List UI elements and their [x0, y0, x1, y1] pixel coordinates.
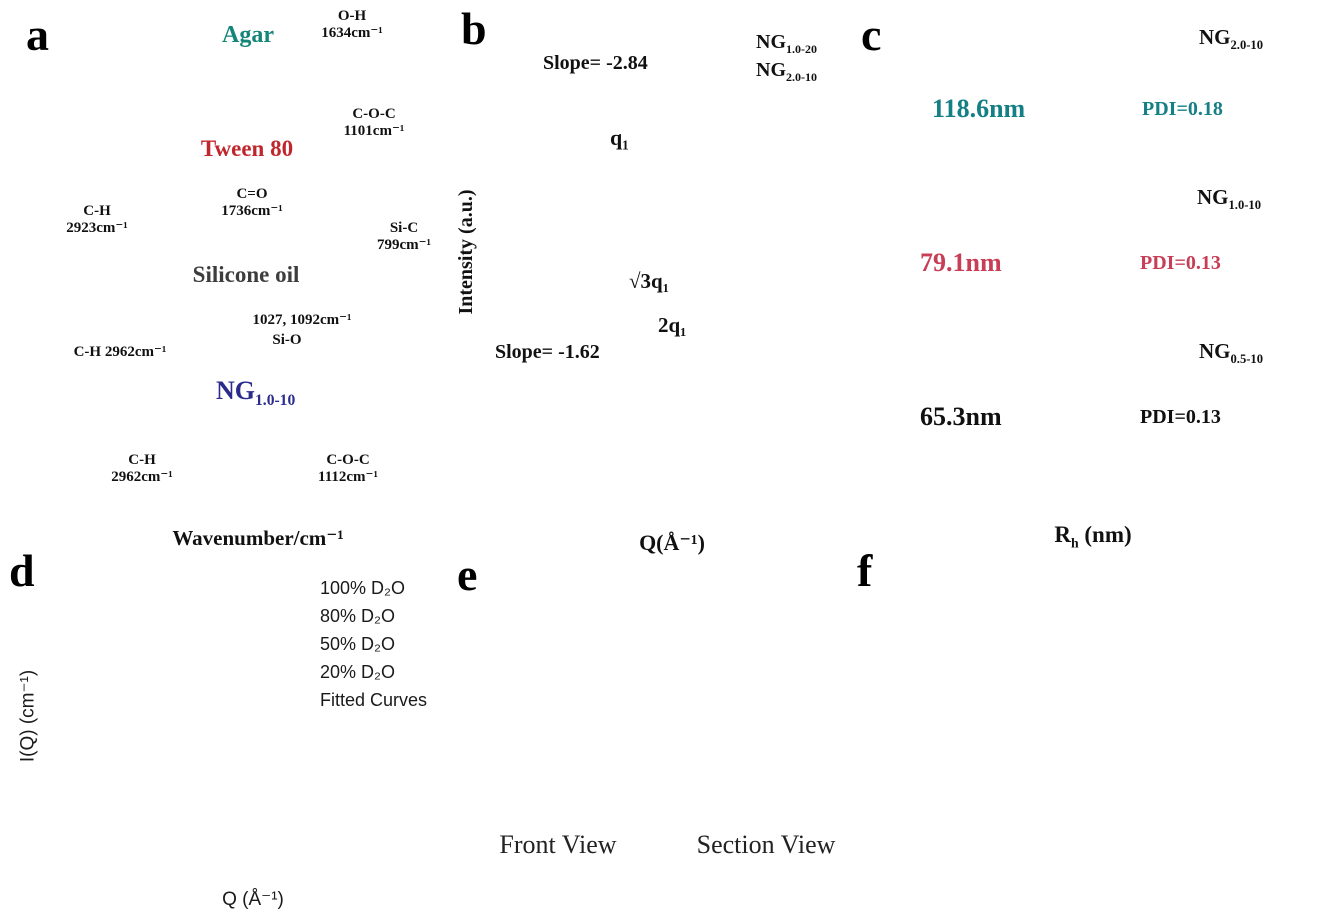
ng-prefix: NG	[1199, 339, 1231, 363]
rh-subscript: h	[1070, 535, 1079, 551]
size-label-118-6nm: 118.6nm	[932, 94, 1026, 123]
annotation-ch-2923: C-H 2923cm⁻¹	[66, 203, 128, 236]
axis-label-intensity: Intensity (a.u.)	[454, 189, 477, 315]
legend-label-ng-0-5-10-c: NG0.5-10	[1199, 339, 1264, 367]
peak-label-2q1: 2q₁	[658, 313, 687, 337]
axis-label-q-d: Q (Å⁻¹)	[222, 889, 284, 910]
annotation-sic-799: Si-C 799cm⁻¹	[376, 220, 432, 253]
ng-subscript: 0.5-10	[1230, 352, 1264, 367]
legend-label-20-d2o: 20% D₂O	[320, 662, 396, 682]
pdi-label-013-bottom: PDI=0.13	[1140, 406, 1221, 428]
annotation-ch-2962-silicone: C-H 2962cm⁻¹	[73, 344, 167, 360]
axis-label-q-b: Q(Å⁻¹)	[639, 530, 705, 555]
peak-label-q1: q₁	[610, 125, 629, 150]
rh-main: R	[1054, 522, 1071, 547]
legend-label-100-d2o: 100% D₂O	[320, 578, 406, 598]
axis-label-wavenumber: Wavenumber/cm⁻¹	[172, 526, 344, 550]
panel-letter-f: f	[857, 545, 873, 596]
curve-label-tween80: Tween 80	[200, 136, 294, 161]
legend-label-50-d2o: 50% D₂O	[320, 634, 396, 654]
ng-prefix: NG	[216, 376, 255, 405]
legend-label-ng-1-0-10-c: NG1.0-10	[1197, 185, 1262, 213]
slope-label-162: Slope= -1.62	[495, 341, 600, 363]
panel-letter-a: a	[26, 9, 49, 60]
annotation-oh-1634: O-H 1634cm⁻¹	[321, 8, 383, 41]
annotation-co-1736: C=O 1736cm⁻¹	[221, 186, 283, 219]
size-label-65-3nm: 65.3nm	[920, 402, 1002, 431]
legend-label-80-d2o: 80% D₂O	[320, 606, 396, 626]
legend-label-ng-2-0-10: NG2.0-10	[756, 59, 817, 84]
axis-label-iq: I(Q) (cm⁻¹)	[17, 669, 39, 763]
legend-label-ng-2-0-10-c: NG2.0-10	[1199, 25, 1264, 53]
rh-unit: (nm)	[1078, 522, 1132, 547]
slope-label-284: Slope= -2.84	[543, 52, 648, 74]
panel-letter-e: e	[457, 549, 478, 600]
pdi-label-018: PDI=0.18	[1142, 98, 1223, 120]
legend-label-ng-1-0-20: NG1.0-20	[756, 31, 817, 56]
inset-scalebar-label: 300nm	[978, 661, 1022, 677]
annotation-coc-1112: C-O-C 1112cm⁻¹	[318, 452, 378, 485]
panel-letter-b: b	[461, 3, 487, 54]
panel-letter-d: d	[9, 545, 35, 596]
size-label-79-1nm: 79.1nm	[920, 248, 1002, 277]
ng-subscript: 1.0-10	[1228, 198, 1262, 213]
ng-subscript: 1.0-10	[255, 392, 296, 410]
annotation-1027-1092: 1027, 1092cm⁻¹	[252, 312, 352, 328]
ng-prefix: NG	[756, 31, 786, 53]
pdi-label-013-mid: PDI=0.13	[1140, 252, 1221, 274]
annotation-sio: Si-O	[272, 332, 302, 348]
ng-subscript: 1.0-20	[786, 42, 817, 56]
peak-label-sqrt3q1: √3q₁	[629, 269, 670, 293]
ng-subscript: 2.0-10	[786, 70, 817, 84]
ng-prefix: NG	[1199, 25, 1231, 49]
ng-prefix: NG	[1197, 185, 1229, 209]
axis-label-rh: Rh (nm)	[1054, 522, 1131, 551]
curve-label-silicone-oil: Silicone oil	[192, 262, 300, 287]
curve-label-agar: Agar	[222, 22, 274, 48]
main-scalebar-label: 500nm	[926, 795, 987, 819]
front-view-label: Front View	[499, 830, 617, 859]
section-view-label: Section View	[696, 830, 836, 859]
ng-subscript: 2.0-10	[1230, 38, 1264, 53]
annotation-ch-2962-ng: C-H 2962cm⁻¹	[111, 452, 173, 485]
legend-label-fitted-curves: Fitted Curves	[320, 690, 428, 710]
ng-prefix: NG	[756, 59, 786, 81]
curve-label-ng-1-0-10: NG1.0-10	[216, 376, 295, 410]
annotation-coc-1101: C-O-C 1101cm⁻¹	[343, 106, 405, 139]
panel-letter-c: c	[861, 9, 882, 60]
